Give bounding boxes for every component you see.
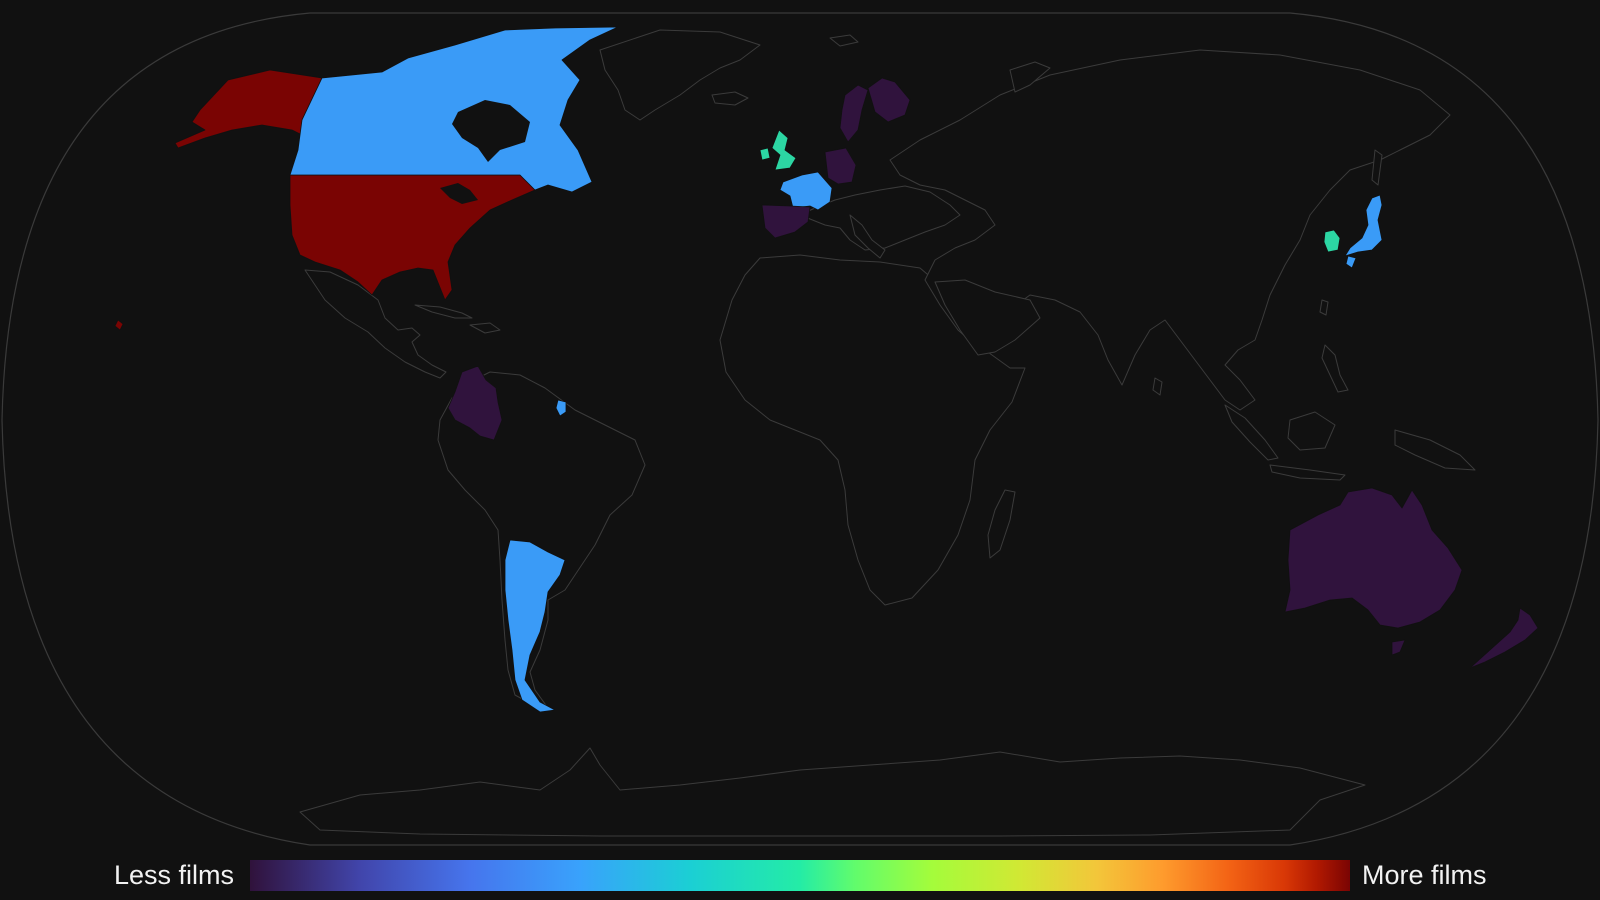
legend-color-bar bbox=[250, 860, 1350, 891]
country-sweden bbox=[839, 84, 869, 143]
country-canada bbox=[289, 26, 619, 193]
cuba-outline bbox=[414, 304, 473, 319]
color-legend: Less films More films bbox=[0, 858, 1600, 894]
hispaniola-outline bbox=[469, 322, 501, 334]
country-japan-kyushu bbox=[1345, 255, 1357, 269]
java-outline bbox=[1269, 464, 1346, 481]
sumatra-outline bbox=[1224, 404, 1279, 461]
country-new-zealand bbox=[1469, 607, 1539, 669]
greenland-outline bbox=[599, 29, 761, 121]
italy-outline bbox=[849, 214, 886, 259]
country-south-korea bbox=[1323, 229, 1341, 253]
country-france bbox=[779, 171, 833, 211]
country-finland bbox=[867, 77, 911, 123]
country-australia-tasmania bbox=[1391, 639, 1406, 656]
philippines-outline bbox=[1321, 344, 1349, 393]
new-guinea-outline bbox=[1394, 429, 1476, 471]
country-germany bbox=[824, 147, 857, 185]
taiwan-outline bbox=[1319, 299, 1329, 316]
borneo-outline bbox=[1287, 411, 1336, 451]
iceland-outline bbox=[711, 91, 749, 106]
svalbard-outline bbox=[829, 34, 859, 47]
country-japan bbox=[1344, 194, 1383, 257]
europe-outline bbox=[799, 185, 961, 251]
country-argentina bbox=[504, 539, 566, 713]
asia-outline bbox=[889, 49, 1451, 411]
country-united-states-hawaii bbox=[114, 319, 124, 331]
country-australia bbox=[1284, 487, 1463, 629]
country-spain bbox=[761, 204, 811, 239]
sri-lanka-outline bbox=[1152, 377, 1163, 396]
mexico-central-america-outline bbox=[304, 269, 447, 379]
country-french-guiana bbox=[555, 399, 567, 417]
antarctica-outline bbox=[299, 747, 1366, 837]
arabia-outline bbox=[934, 279, 1041, 356]
south-america-outline bbox=[437, 371, 646, 709]
madagascar-outline bbox=[987, 489, 1016, 559]
world-map bbox=[1, 12, 1599, 846]
country-colombia bbox=[447, 365, 503, 441]
great-lakes bbox=[440, 183, 478, 204]
legend-max-label: More films bbox=[1362, 860, 1487, 890]
novaya-zemlya-outline bbox=[1009, 61, 1051, 93]
hudson-bay bbox=[452, 100, 530, 162]
sakhalin-outline bbox=[1371, 149, 1383, 186]
legend-min-label: Less films bbox=[114, 860, 235, 890]
country-united-states bbox=[289, 174, 536, 301]
country-united-kingdom-ni bbox=[759, 147, 771, 161]
country-united-states-alaska bbox=[174, 69, 323, 149]
country-united-kingdom bbox=[771, 129, 797, 171]
